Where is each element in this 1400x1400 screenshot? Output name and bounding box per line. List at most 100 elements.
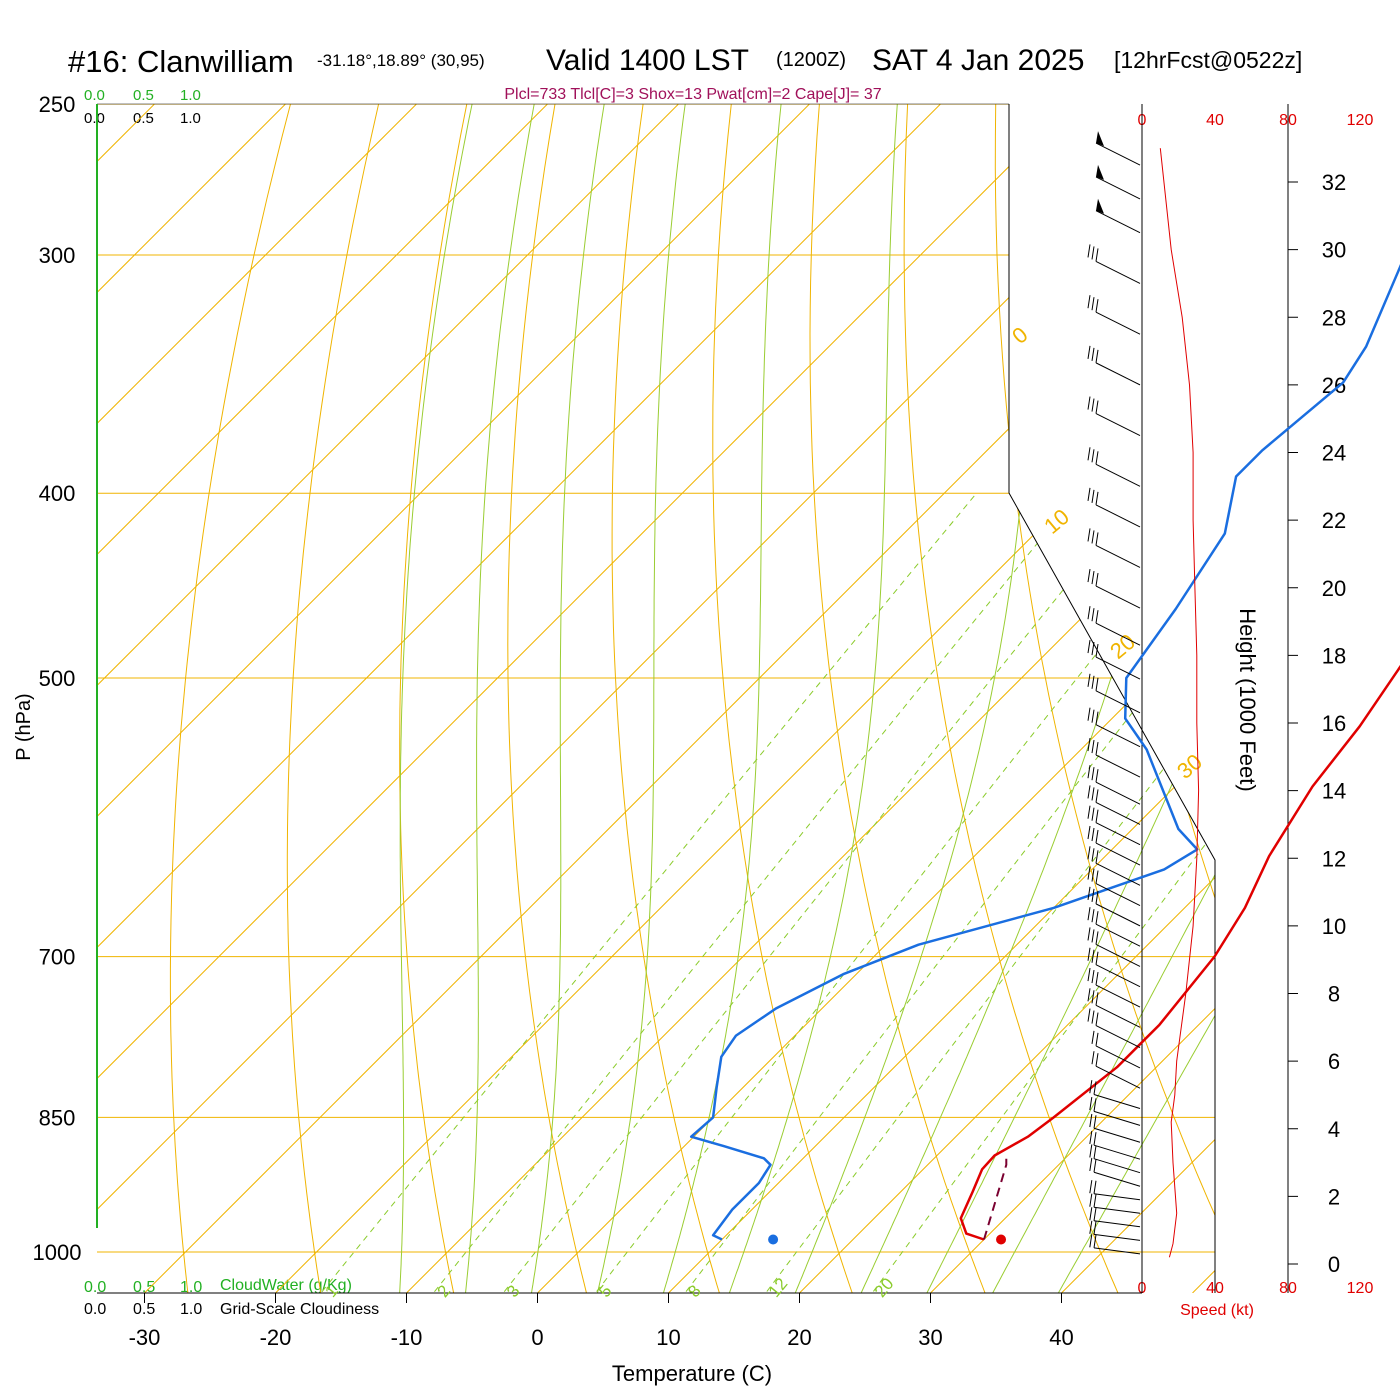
mixing-ratio-line [589,492,1215,1293]
height-tick-label: 26 [1322,373,1346,398]
wind-barb-feather [1093,1081,1097,1095]
wind-barb-feather [1087,528,1091,542]
pressure-tick-label: 1000 [33,1240,82,1265]
wind-barb-feather [1087,947,1091,961]
speed-bottom-tick: 120 [1347,1280,1374,1297]
wind-barb-staff [1095,842,1141,866]
height-tick-label: 24 [1322,441,1346,466]
wind-barb-feather [1089,1144,1093,1158]
isotherm-line [799,104,1215,1293]
wind-barb-staff [1095,176,1141,200]
wind-barb-feather [1095,789,1099,803]
wind-barb-feather [1091,449,1095,463]
moist-adiabat-line [1053,104,1215,1293]
wind-barb-feather [1091,675,1095,689]
surface-temperature-marker [996,1234,1007,1245]
wind-barb-feather [1089,1157,1093,1172]
wind-barb-feather [1095,890,1099,904]
wind-barb-feather [1087,907,1091,921]
x-tick-label: 20 [787,1325,811,1350]
wind-barb-feather [1087,707,1091,721]
wind-barb-staff [1095,724,1141,748]
wind-barb-feather [1093,1207,1097,1221]
wind-barb-staff [1095,781,1141,805]
wind-barb-staff [1095,822,1141,846]
height-tick-label: 28 [1322,305,1346,330]
wind-barb-feather [1087,606,1091,620]
wind-barb-feather [1087,244,1091,258]
height-tick-label: 18 [1322,643,1346,668]
wind-barb-feather [1087,866,1091,880]
wind-barb-staff [1095,1025,1141,1049]
height-tick-label: 8 [1328,982,1340,1007]
wind-barb-feather [1091,1030,1095,1044]
isotherm-line [97,104,1203,1293]
isotherm-line [668,104,1215,1293]
wind-barb-staff [1095,923,1141,947]
pressure-tick-label: 850 [39,1105,76,1130]
pressure-tick-label: 500 [39,666,76,691]
wind-barb-feather [1087,295,1091,309]
speed-top-tick: 120 [1347,112,1374,129]
dry-adiabat-line [286,104,388,1293]
wind-barb-feather [1091,807,1095,821]
wind-barb-feather [1087,673,1091,687]
wind-barb-feather [1087,988,1091,1002]
wind-barb-feather [1093,1098,1097,1112]
moist-adiabat-line [922,104,1215,1293]
mixing-ratio-line [314,492,977,1293]
wind-barb-feather [1091,827,1095,842]
wind-barb-flag [1096,131,1104,147]
bottom-cloudwater-tick: 0.0 [84,1279,106,1296]
wind-barb-staff [1095,210,1141,234]
x-tick-label: 0 [531,1325,543,1350]
wind-barb-feather [1095,1032,1099,1046]
moist-adiabat-line [988,104,1215,1293]
isotherm-line [97,104,941,1293]
wind-barb-feather [1095,248,1099,262]
height-tick-label: 14 [1322,779,1346,804]
wind-barb-feather [1089,1234,1093,1248]
wind-barb-staff [1095,504,1141,528]
wind-barb-staff [1095,311,1141,335]
height-tick-label: 2 [1328,1184,1340,1209]
dry-adiabat-line [712,104,856,1293]
wind-barb-feather [1091,246,1095,260]
wind-barb-feather [1095,643,1099,658]
wind-barb-feather [1091,530,1095,544]
bottom-cloudiness-tick: 0.0 [84,1301,106,1318]
bottom-cloudwater-tick: 1.0 [180,1279,202,1296]
wind-barb-feather [1091,787,1095,801]
station-coords: -31.18°,18.89° (30,95) [317,51,485,70]
top-cloudwater-tick: 0.5 [133,87,154,104]
wind-barb-feather [1091,969,1095,984]
mixing-ratio-line [497,492,1142,1293]
wind-barb-feather [1095,850,1099,864]
wind-speed-profile [1159,148,1200,1258]
wind-barb-feather [1089,1207,1093,1221]
wind-barb-feather [1087,785,1091,799]
cloudiness-legend-label: Grid-Scale Cloudiness [220,1301,379,1318]
wind-barb-feather [1091,990,1095,1004]
x-tick-label: -10 [391,1325,423,1350]
wind-barb-feather [1091,608,1095,622]
top-cloudwater-tick: 1.0 [180,87,201,104]
dry-adiabat-line [399,104,475,1293]
wind-barb-staff [1095,944,1141,967]
wind-barb-staff [1095,656,1141,680]
wind-barb-feather [1091,868,1095,882]
wind-barb-feather [1095,349,1099,363]
wind-barb-feather [1089,1193,1093,1207]
wind-barb-staff [1095,1004,1141,1028]
moist-adiabat-line [529,104,608,1293]
top-cloudwater-tick: 0.0 [84,87,105,104]
wind-barb-feather [1095,742,1099,756]
bottom-cloudiness-tick: 0.5 [133,1301,155,1318]
wind-barb-feather [1087,825,1091,840]
wind-barb-staff [1095,1065,1141,1089]
speed-top-tick: 40 [1206,112,1224,129]
top-cloudiness-tick: 0.5 [133,110,154,127]
wind-barb-feather [1095,572,1099,587]
wind-barb-feather [1095,677,1099,691]
